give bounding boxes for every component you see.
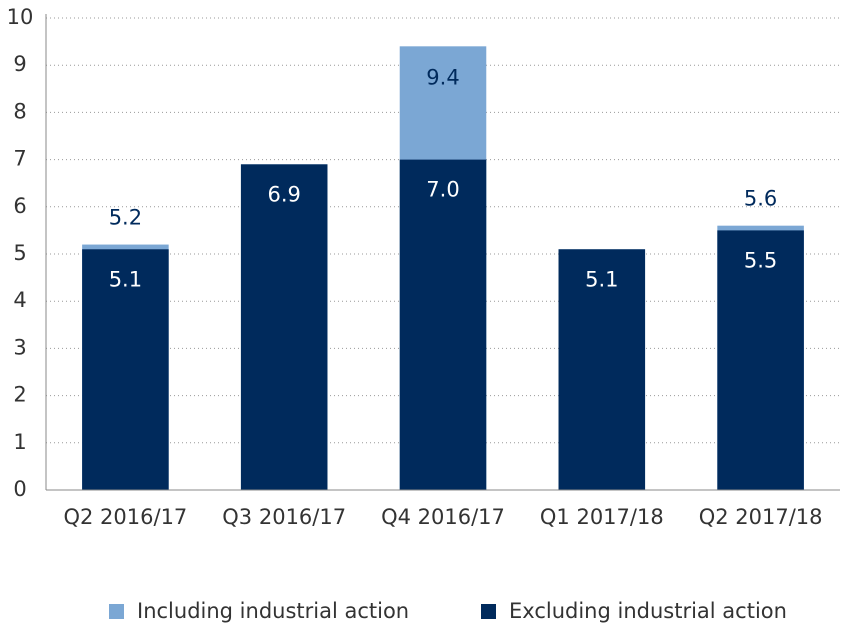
x-tick-label: Q4 2016/17	[381, 505, 505, 529]
y-tick-label: 10	[7, 5, 34, 29]
y-tick-label: 3	[13, 335, 26, 359]
y-tick-label: 9	[13, 52, 26, 76]
value-label: 5.6	[744, 187, 777, 211]
y-tick-label: 7	[13, 147, 26, 171]
bar	[558, 249, 646, 490]
y-tick-label: 1	[13, 430, 26, 454]
value-label: 5.1	[109, 267, 142, 291]
y-tick-label: 0	[13, 477, 26, 501]
legend-label: Excluding industrial action	[509, 599, 787, 623]
x-tick-label: Q3 2016/17	[222, 505, 346, 529]
y-tick-label: 4	[13, 288, 26, 312]
y-tick-label: 6	[13, 194, 26, 218]
y-tick-label: 8	[13, 99, 26, 123]
legend-label: Including industrial action	[137, 599, 409, 623]
x-tick-label: Q2 2017/18	[699, 505, 823, 529]
legend-swatch	[109, 604, 124, 619]
x-tick-label: Q2 2016/17	[63, 505, 187, 529]
legend-swatch	[481, 604, 496, 619]
value-label: 5.5	[744, 248, 777, 272]
bar	[82, 249, 169, 490]
bar	[717, 230, 804, 490]
y-tick-label: 5	[13, 241, 26, 265]
bar	[240, 164, 328, 490]
bar	[399, 159, 487, 490]
value-label: 5.1	[585, 267, 618, 291]
value-label: 9.4	[426, 65, 459, 89]
value-label: 5.2	[109, 206, 142, 230]
x-tick-label: Q1 2017/18	[540, 505, 664, 529]
y-tick-label: 2	[13, 383, 26, 407]
value-label: 6.9	[267, 182, 300, 206]
value-label: 7.0	[426, 178, 459, 202]
